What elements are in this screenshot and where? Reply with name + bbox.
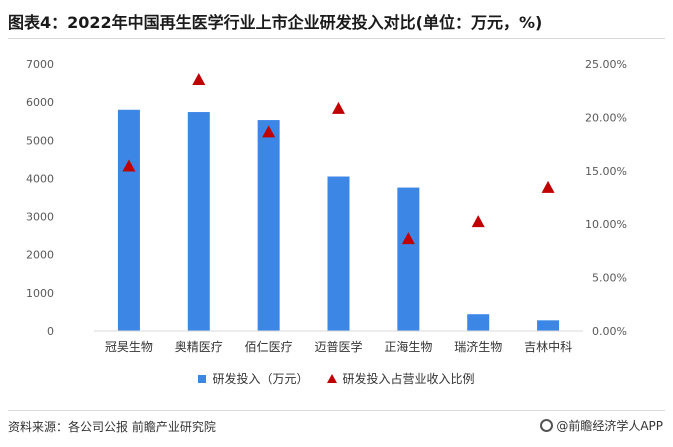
source-note: 资料来源：各公司公报 前瞻产业研究院 bbox=[8, 420, 216, 434]
x-axis: 冠昊生物 奥精医疗 佰仁医疗 迈普医学 正海生物 瑞济生物 吉林中科 bbox=[105, 339, 572, 354]
y-right-tick-label: 0.00% bbox=[592, 325, 627, 338]
bar bbox=[537, 320, 560, 331]
brand-credit: @前瞻经济学人APP bbox=[540, 417, 663, 434]
legend-bar-label: 研发投入（万元） bbox=[212, 372, 309, 386]
bar bbox=[257, 120, 280, 331]
y-left-tick-label: 7000 bbox=[26, 58, 54, 71]
bar bbox=[467, 314, 490, 331]
legend: 研发投入（万元） 研发投入占营业收入比例 bbox=[0, 370, 673, 387]
triangle-marker bbox=[401, 232, 415, 245]
triangle-marker bbox=[332, 101, 345, 114]
x-tick-label: 奥精医疗 bbox=[175, 340, 223, 354]
y-left-tick-label: 3000 bbox=[26, 211, 54, 224]
bar-series bbox=[117, 109, 560, 332]
y-left-tick-label: 1000 bbox=[26, 287, 54, 300]
y-left-tick-label: 6000 bbox=[26, 96, 54, 109]
y-left-axis: 0 1000 2000 3000 4000 5000 6000 7000 bbox=[26, 58, 54, 338]
legend-triangle-icon bbox=[326, 374, 337, 383]
triangle-marker bbox=[262, 125, 276, 138]
x-tick-label: 佰仁医疗 bbox=[245, 340, 293, 354]
marker-series bbox=[122, 73, 555, 245]
brand-logo-icon bbox=[540, 419, 554, 432]
y-left-tick-label: 5000 bbox=[26, 134, 54, 147]
chart-plot: 0 1000 2000 3000 4000 5000 6000 7000 0.00% 5.00%… bbox=[26, 58, 627, 354]
x-tick-label: 冠昊生物 bbox=[105, 340, 153, 354]
brand-label: @前瞻经济学人APP bbox=[556, 419, 663, 433]
x-tick-label: 瑞济生物 bbox=[454, 339, 502, 354]
x-tick-label: 迈普医学 bbox=[314, 339, 362, 354]
triangle-marker bbox=[541, 180, 555, 193]
y-right-tick-label: 5.00% bbox=[592, 272, 627, 285]
legend-item-bar: 研发投入（万元） bbox=[198, 370, 309, 387]
y-right-tick-label: 25.00% bbox=[585, 58, 627, 71]
footer-divider bbox=[8, 410, 665, 411]
bar bbox=[327, 176, 350, 331]
bar bbox=[187, 112, 210, 331]
y-left-tick-label: 2000 bbox=[26, 249, 54, 262]
triangle-marker bbox=[471, 215, 485, 228]
bar bbox=[397, 187, 420, 331]
y-right-tick-label: 20.00% bbox=[585, 111, 627, 124]
y-right-axis: 0.00% 5.00% 10.00% 15.00% 20.00% 25.00% bbox=[585, 58, 627, 338]
y-right-tick-label: 15.00% bbox=[585, 165, 627, 178]
title-divider bbox=[8, 38, 665, 39]
x-tick-label: 吉林中科 bbox=[524, 339, 572, 354]
y-left-tick-label: 4000 bbox=[26, 172, 54, 185]
y-right-tick-label: 10.00% bbox=[585, 218, 627, 231]
triangle-marker bbox=[122, 159, 136, 172]
x-tick-label: 正海生物 bbox=[384, 339, 432, 354]
triangle-marker bbox=[192, 73, 206, 86]
legend-marker-label: 研发投入占营业收入比例 bbox=[342, 372, 475, 386]
legend-bar-swatch bbox=[198, 374, 207, 383]
chart-title: 图表4：2022年中国再生医学行业上市企业研发投入对比(单位：万元，%) bbox=[8, 13, 543, 32]
bar bbox=[117, 109, 140, 332]
legend-item-marker: 研发投入占营业收入比例 bbox=[326, 370, 475, 387]
y-left-tick-label: 0 bbox=[47, 325, 54, 338]
